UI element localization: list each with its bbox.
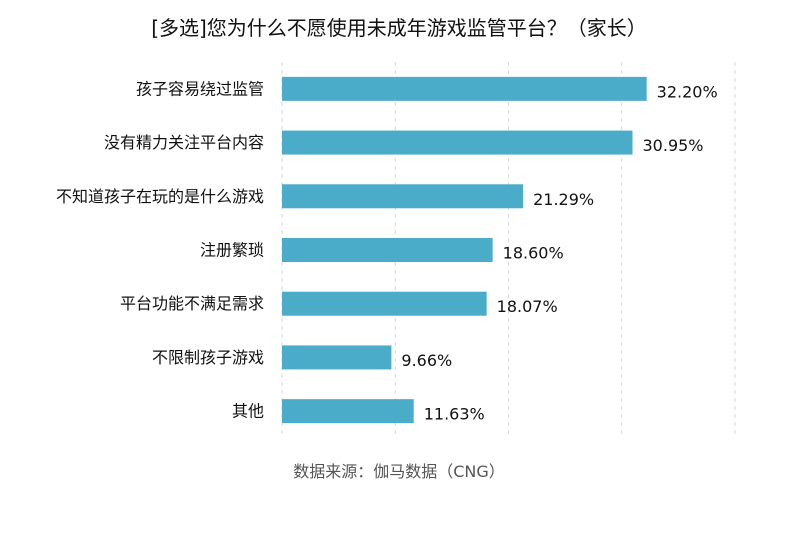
value-labels: 32.20% 30.95% 21.29% 18.60% 18.07% 9.66% 11.63… (401, 82, 717, 423)
bar (282, 291, 487, 316)
chart-title: [多选]您为什么不愿使用未成年游戏监管平台？（家长） (151, 16, 647, 40)
grid-lines (281, 62, 736, 438)
data-source: 数据来源：伽马数据（CNG） (293, 462, 505, 481)
value-label: 18.60% (503, 244, 564, 263)
bar (282, 238, 493, 262)
category-label: 注册繁琐 (200, 241, 264, 260)
category-label: 没有精力关注平台内容 (104, 133, 264, 152)
category-labels: 孩子容易绕过监管没有精力关注平台内容不知道孩子在玩的是什么游戏注册繁琐平台功能不… (56, 79, 264, 420)
value-label: 18.07% (497, 297, 558, 316)
bar (282, 130, 633, 155)
category-label: 不限制孩子游戏 (152, 348, 264, 367)
category-label: 不知道孩子在玩的是什么游戏 (56, 187, 264, 206)
value-label: 30.95% (643, 136, 704, 155)
bar (282, 184, 524, 209)
bars (282, 76, 647, 424)
category-label: 孩子容易绕过监管 (136, 79, 264, 98)
bar (282, 399, 414, 424)
category-label: 其他 (232, 402, 264, 421)
category-label: 平台功能不满足需求 (120, 294, 264, 313)
value-label: 32.20% (657, 82, 718, 101)
value-label: 9.66% (401, 351, 452, 370)
value-label: 11.63% (424, 405, 485, 424)
bar (282, 76, 647, 101)
value-label: 21.29% (533, 190, 594, 209)
bar (282, 345, 392, 370)
